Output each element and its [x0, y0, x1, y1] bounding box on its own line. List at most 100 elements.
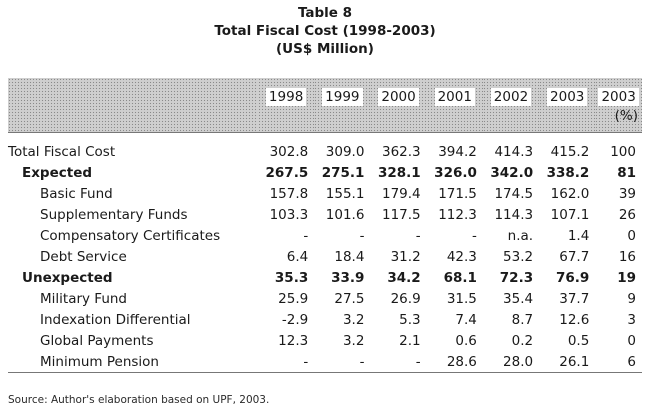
cell: 72.3 [499, 269, 534, 286]
cell: 117.5 [382, 206, 421, 223]
cell: - [359, 227, 365, 244]
cell: 2.1 [399, 332, 421, 349]
cell: 31.5 [446, 290, 477, 307]
header-year: 1999 [314, 78, 371, 133]
cell: 67.7 [559, 248, 590, 265]
row-label: Unexpected [22, 269, 113, 286]
table-row: Total Fiscal Cost 302.8 309.0 362.3 394.… [8, 141, 642, 162]
cell: 26.1 [539, 351, 596, 373]
cell: 3.2 [342, 332, 365, 349]
cell: 42.3 [446, 248, 477, 265]
header-year: 1998 [258, 78, 315, 133]
cell: 27.5 [334, 290, 365, 307]
cell: 68.1 [443, 269, 477, 286]
row-label: Global Payments [40, 332, 154, 349]
cell: 157.8 [269, 185, 309, 202]
cell: 31.2 [390, 248, 421, 265]
cell: -2.9 [281, 311, 309, 328]
cell: 414.3 [494, 143, 534, 160]
source-note: Source: Author's elaboration based on UP… [8, 394, 270, 406]
header-year: 2001 [426, 78, 483, 133]
row-label: Minimum Pension [8, 351, 258, 373]
cell: 12.6 [559, 311, 590, 328]
header-year-pct: 2003 (%) [595, 78, 642, 133]
cell: 6 [595, 351, 642, 373]
table-row: Expected 267.5 275.1 328.1 326.0 342.0 3… [8, 162, 642, 183]
row-label: Basic Fund [40, 185, 113, 202]
cell: 12.3 [278, 332, 309, 349]
cell: 34.2 [387, 269, 421, 286]
cell: 179.4 [382, 185, 421, 202]
cell: 112.3 [438, 206, 477, 223]
table-row: Global Payments 12.3 3.2 2.1 0.6 0.2 0.5… [8, 330, 642, 351]
table-unit: (US$ Million) [276, 41, 374, 57]
cell: 101.6 [325, 206, 365, 223]
cell: 0 [627, 332, 636, 349]
table-row: Supplementary Funds 103.3 101.6 117.5 11… [8, 204, 642, 225]
cell: 0.5 [567, 332, 590, 349]
header-row: 1998 1999 2000 2001 2002 2003 2003 (%) [8, 78, 642, 133]
cell: 100 [610, 143, 636, 160]
cell: 33.9 [331, 269, 365, 286]
row-label: Compensatory Certificates [40, 227, 221, 244]
cell: 37.7 [559, 290, 590, 307]
cell: 3 [627, 311, 636, 328]
cell: - [472, 227, 477, 244]
cell: 26 [618, 206, 636, 223]
header-pct-unit: (%) [614, 108, 638, 124]
cell: 1.4 [567, 227, 590, 244]
cell: 16 [618, 248, 636, 265]
cell: 81 [617, 164, 636, 181]
separator-row [8, 132, 642, 141]
cell: 19 [617, 269, 636, 286]
row-label: Debt Service [40, 248, 127, 265]
table-title: Total Fiscal Cost (1998-2003) [214, 23, 436, 39]
cell: - [303, 227, 309, 244]
header-year: 2003 [539, 78, 596, 133]
cell: 415.2 [550, 143, 590, 160]
table-row: Debt Service 6.4 18.4 31.2 42.3 53.2 67.… [8, 246, 642, 267]
cell: 0 [627, 227, 636, 244]
cell: 35.4 [503, 290, 534, 307]
table-row: Unexpected 35.3 33.9 34.2 68.1 72.3 76.9… [8, 267, 642, 288]
cell: 162.0 [550, 185, 590, 202]
cell: 362.3 [382, 143, 421, 160]
cell: 0.6 [455, 332, 477, 349]
cell: - [415, 227, 421, 244]
header-label-cell [8, 78, 258, 133]
cell: 35.3 [274, 269, 309, 286]
cell: 9 [627, 290, 636, 307]
cell: 174.5 [494, 185, 534, 202]
table-row: Basic Fund 157.8 155.1 179.4 171.5 174.5… [8, 183, 642, 204]
row-label: Expected [22, 164, 93, 181]
cell: 155.1 [325, 185, 365, 202]
cell: 8.7 [511, 311, 534, 328]
table-row: Military Fund 25.9 27.5 26.9 31.5 35.4 3… [8, 288, 642, 309]
cell: 53.2 [503, 248, 534, 265]
cell: 342.0 [490, 164, 534, 181]
cell: 25.9 [278, 290, 309, 307]
cell: - [314, 351, 371, 373]
cell: 394.2 [438, 143, 477, 160]
cell: 107.1 [550, 206, 590, 223]
header-year: 2002 [482, 78, 540, 133]
row-label: Indexation Differential [40, 311, 191, 328]
cell: 171.5 [438, 185, 477, 202]
row-label: Supplementary Funds [40, 206, 188, 223]
cell: 309.0 [325, 143, 365, 160]
cell: 0.2 [511, 332, 534, 349]
cell: 275.1 [321, 164, 365, 181]
cell: 28.0 [482, 351, 540, 373]
cell: 3.2 [342, 311, 365, 328]
table-row: Compensatory Certificates - - - - n.a. 1… [8, 225, 642, 246]
cell: 7.4 [455, 311, 477, 328]
cell: 338.2 [546, 164, 590, 181]
cell: 76.9 [556, 269, 590, 286]
table-row: Minimum Pension - - - 28.6 28.0 26.1 6 [8, 351, 642, 373]
cell: 39 [618, 185, 636, 202]
cell: 26.9 [390, 290, 421, 307]
cell: - [258, 351, 315, 373]
cell: 28.6 [426, 351, 483, 373]
table-title-block: Table 8 Total Fiscal Cost (1998-2003) (U… [0, 4, 650, 58]
cell: 302.8 [269, 143, 309, 160]
